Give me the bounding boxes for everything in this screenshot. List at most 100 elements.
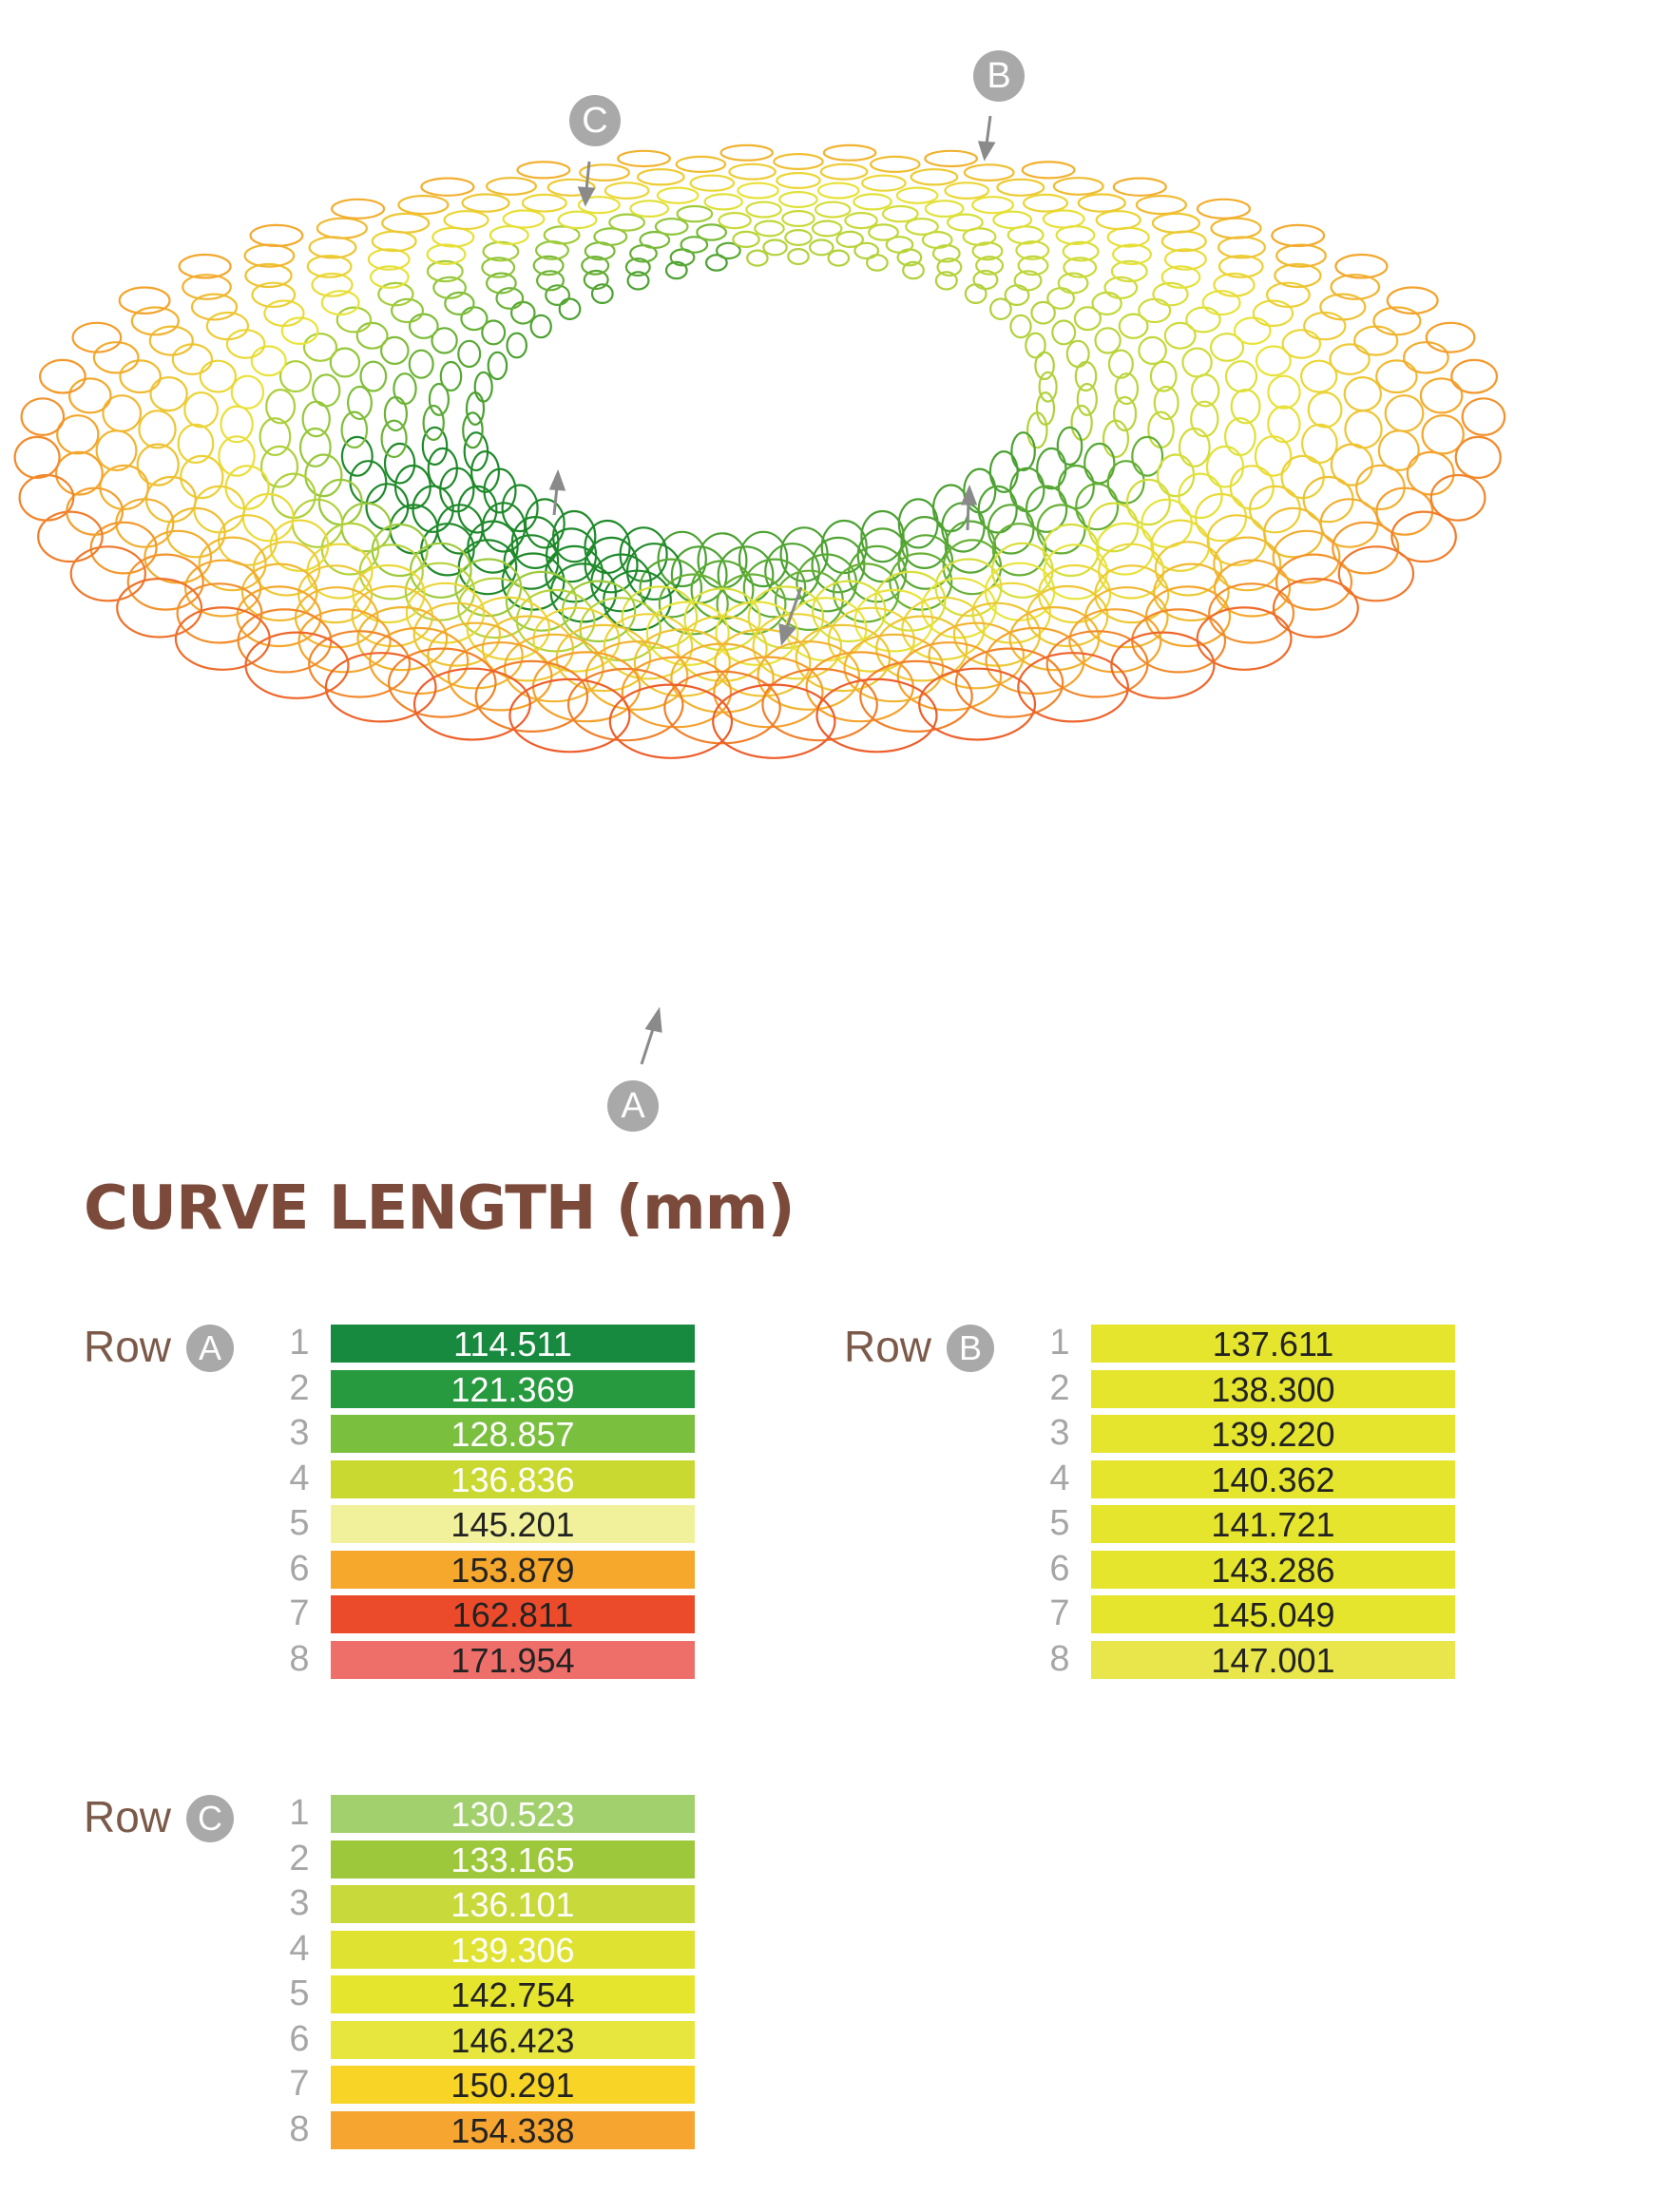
cell-outline: [847, 544, 908, 603]
value-cell: 153.879: [331, 1550, 695, 1590]
cell-outline: [952, 601, 1042, 667]
cell-outline: [331, 198, 386, 219]
cell-outline: [874, 570, 947, 632]
cell-outline: [963, 163, 1015, 182]
cell-outline: [481, 257, 516, 278]
cell-outline: [1152, 281, 1189, 307]
cell-outline: [1144, 585, 1232, 648]
cell-outline: [532, 606, 621, 673]
cell-outline: [566, 667, 684, 742]
cell-outline: [624, 257, 651, 277]
value-cell: 130.523: [331, 1795, 695, 1834]
cell-outline: [1062, 240, 1100, 262]
cell-outline: [263, 299, 305, 327]
cell-outline: [190, 293, 239, 321]
cell-outline: [1056, 426, 1083, 467]
cell-outline: [99, 464, 149, 511]
cell-outline: [1332, 521, 1400, 575]
cell-outline: [747, 585, 825, 650]
cell-outline: [356, 605, 449, 672]
row-index: 5: [1049, 1503, 1070, 1543]
cell-outline: [557, 210, 598, 230]
cell-outline: [312, 373, 341, 408]
value-cell: 171.954: [331, 1640, 695, 1680]
cell-outline: [236, 585, 322, 648]
cell-outline: [1372, 306, 1422, 336]
cell-outline: [1110, 259, 1148, 283]
row-index: 7: [1049, 1593, 1070, 1633]
cell-outline: [532, 255, 565, 276]
cell-outline: [675, 155, 727, 173]
cell-outline: [1461, 397, 1506, 437]
cell-outline: [1138, 297, 1172, 324]
cell-outline: [944, 181, 990, 200]
cell-outline: [1163, 248, 1207, 271]
cell-outline: [71, 321, 123, 353]
cell-outline: [696, 223, 727, 241]
row-index: 6: [289, 1548, 310, 1589]
cell-outline: [218, 435, 256, 477]
cell-outline: [1118, 313, 1149, 339]
cell-outline: [317, 478, 363, 526]
row-index: 6: [1049, 1548, 1070, 1589]
cell-outline: [421, 426, 449, 467]
cell-outline: [716, 573, 787, 636]
cell-outline: [178, 253, 232, 279]
cell-outline: [481, 615, 575, 682]
cell-outline: [1051, 319, 1077, 346]
cell-outline: [732, 230, 760, 248]
row-c-badge-icon: C: [186, 1795, 234, 1842]
value-cell: 133.165: [331, 1840, 695, 1879]
cell-outline: [485, 177, 537, 196]
cell-outline: [431, 327, 458, 354]
cell-outline: [1095, 522, 1155, 576]
cell-outline: [251, 281, 297, 308]
cell-outline: [1275, 553, 1353, 611]
cell-outline: [604, 181, 650, 200]
cell-outline: [259, 445, 299, 488]
cell-outline: [474, 659, 589, 734]
cell-outline: [130, 306, 180, 336]
cell-outline: [1402, 341, 1449, 374]
value-cell: 121.369: [331, 1369, 695, 1409]
cell-outline: [1343, 376, 1383, 412]
cell-outline: [1163, 321, 1197, 350]
cell-outline: [822, 143, 877, 162]
cell-outline: [1230, 389, 1261, 425]
cell-outline: [278, 360, 313, 393]
cell-outline: [347, 385, 374, 421]
cell-outline: [1017, 255, 1049, 276]
cell-grid: [13, 143, 1506, 759]
cell-outline: [1025, 485, 1068, 533]
cell-outline: [577, 196, 621, 215]
cell-outline: [924, 200, 965, 219]
cell-outline: [712, 683, 836, 759]
cell-outline: [1329, 343, 1371, 375]
cell-outline: [656, 186, 700, 204]
cell-outline: [427, 621, 524, 690]
cell-outline: [581, 256, 610, 276]
row-index: 4: [289, 1928, 310, 1969]
cell-outline: [340, 435, 374, 477]
cell-outline: [205, 311, 250, 341]
cell-outline: [1063, 257, 1098, 278]
cell-outline: [636, 168, 685, 186]
cell-outline: [1021, 161, 1076, 180]
cell-outline: [1386, 286, 1439, 315]
cell-outline: [1337, 545, 1415, 602]
cell-outline: [369, 265, 410, 289]
cell-outline: [928, 621, 1025, 690]
marker-b-icon: B: [973, 50, 1025, 102]
cell-outline: [1075, 483, 1120, 531]
cell-outline: [703, 193, 744, 211]
cell-outline: [921, 577, 997, 639]
row-index: 1: [289, 1323, 310, 1363]
cell-outline: [95, 429, 138, 472]
cell-outline: [737, 181, 779, 200]
value-cell: 137.611: [1091, 1325, 1455, 1363]
cell-outline: [55, 450, 104, 496]
cell-outline: [1190, 400, 1219, 438]
value-cell: 136.101: [331, 1885, 695, 1924]
cell-outline: [1390, 510, 1457, 563]
cell-outline: [1009, 314, 1032, 339]
